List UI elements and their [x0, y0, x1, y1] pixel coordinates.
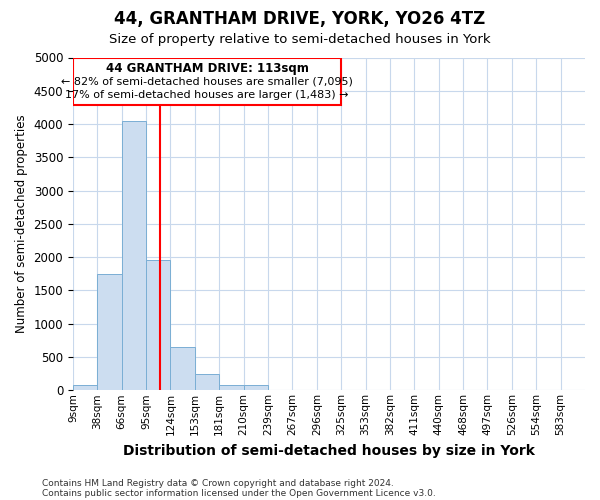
Bar: [244, 386, 268, 390]
Text: 44, GRANTHAM DRIVE, YORK, YO26 4TZ: 44, GRANTHAM DRIVE, YORK, YO26 4TZ: [115, 10, 485, 28]
Text: Contains public sector information licensed under the Open Government Licence v3: Contains public sector information licen…: [42, 488, 436, 498]
Bar: [170, 347, 195, 391]
Text: ← 82% of semi-detached houses are smaller (7,095): ← 82% of semi-detached houses are smalle…: [61, 76, 353, 86]
Bar: [195, 374, 219, 390]
Y-axis label: Number of semi-detached properties: Number of semi-detached properties: [15, 114, 28, 333]
Bar: [219, 386, 244, 390]
Text: 44 GRANTHAM DRIVE: 113sqm: 44 GRANTHAM DRIVE: 113sqm: [106, 62, 308, 74]
Text: Contains HM Land Registry data © Crown copyright and database right 2024.: Contains HM Land Registry data © Crown c…: [42, 478, 394, 488]
Bar: [122, 120, 146, 390]
X-axis label: Distribution of semi-detached houses by size in York: Distribution of semi-detached houses by …: [123, 444, 535, 458]
Bar: [146, 260, 170, 390]
Bar: [97, 274, 122, 390]
Text: 17% of semi-detached houses are larger (1,483) →: 17% of semi-detached houses are larger (…: [65, 90, 349, 100]
Bar: [73, 386, 97, 390]
Text: Size of property relative to semi-detached houses in York: Size of property relative to semi-detach…: [109, 32, 491, 46]
Bar: [73, 58, 341, 106]
